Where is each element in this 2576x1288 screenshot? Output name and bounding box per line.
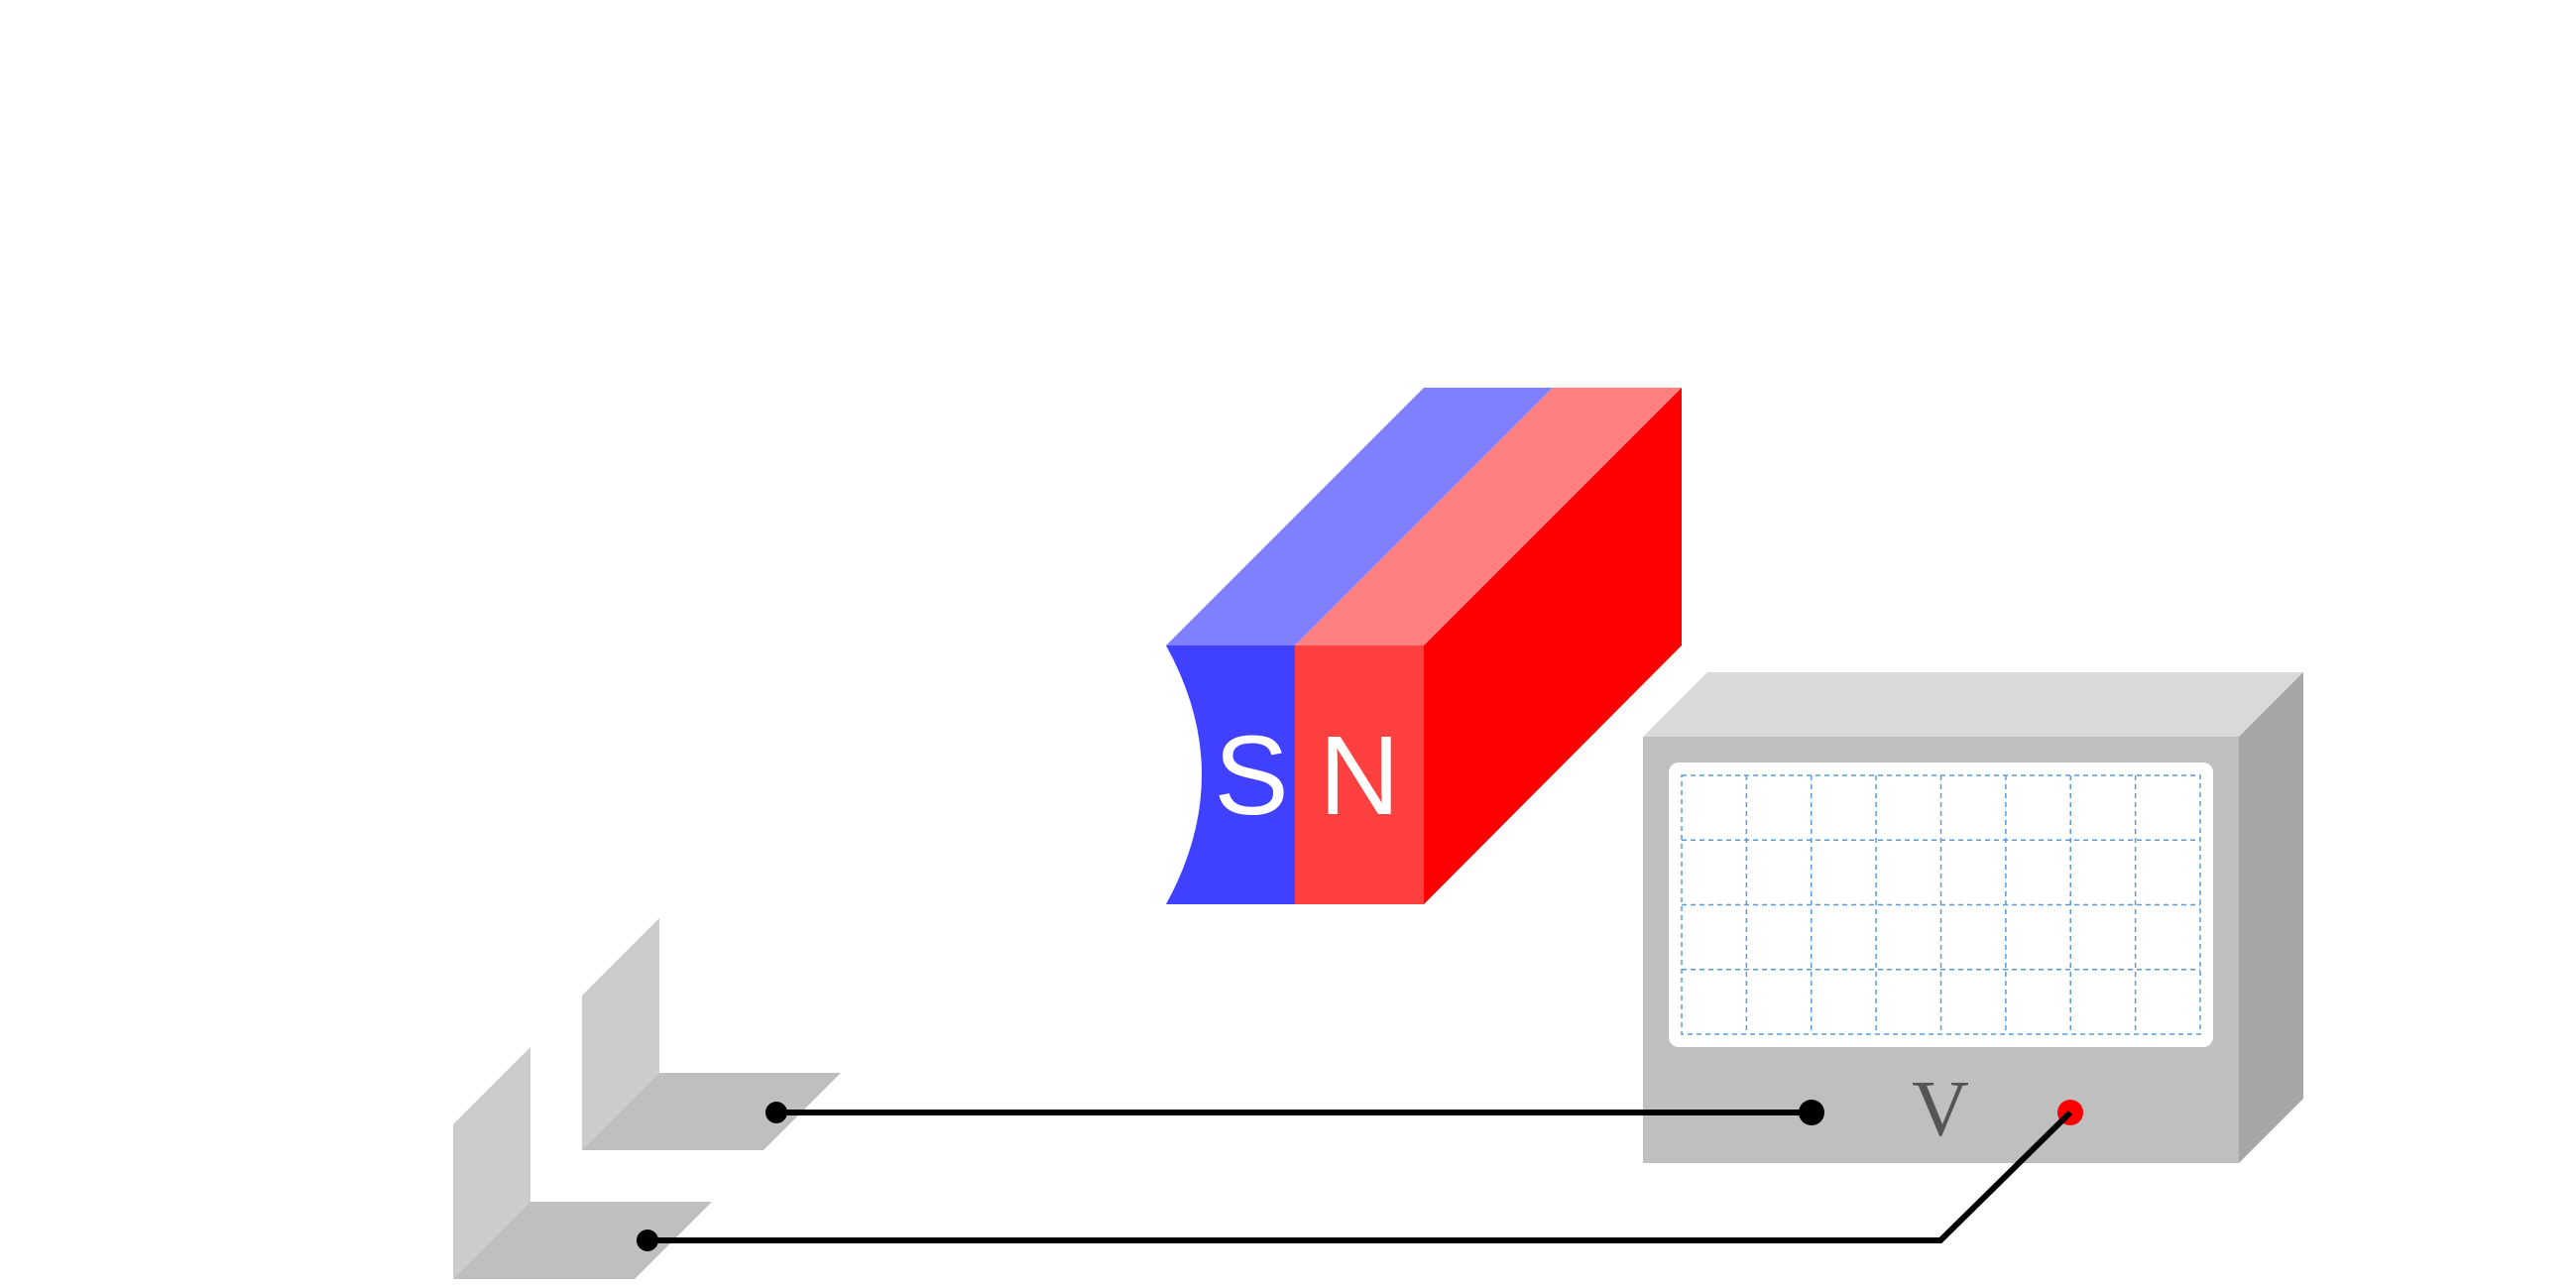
north-pole-label: N — [1319, 713, 1400, 838]
wires — [647, 1110, 2073, 1243]
back-plate — [582, 918, 841, 1150]
magnet-north-top-face — [1295, 388, 1682, 645]
front-plate — [453, 1047, 712, 1279]
magnet-north-side-face — [1424, 388, 1682, 904]
voltmeter-top-face — [1643, 672, 2303, 737]
magnet-north-front-face — [1295, 645, 1424, 904]
voltmeter-side-face — [2239, 672, 2303, 1163]
voltmeter: V — [1643, 672, 2303, 1163]
magnet-south-top-face — [1166, 388, 1553, 645]
back-plate-base — [582, 1073, 841, 1150]
voltmeter-screen-grid — [1681, 774, 2201, 1035]
front-plate-base — [453, 1202, 712, 1279]
bar-magnet: S N — [1166, 388, 1682, 904]
wire-to-positive-terminal — [647, 1110, 2073, 1243]
magnet-south-front-face — [1166, 645, 1295, 904]
voltmeter-label: V — [1912, 1066, 1969, 1153]
south-pole-label: S — [1214, 713, 1288, 838]
